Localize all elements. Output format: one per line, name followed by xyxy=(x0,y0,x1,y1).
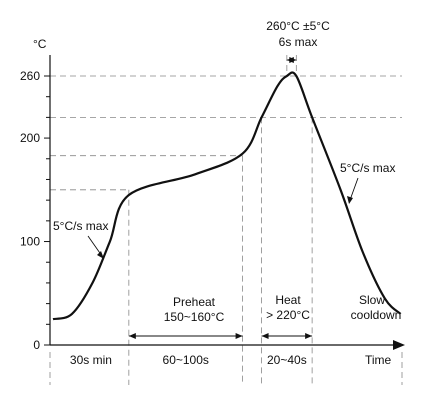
heat-threshold-label: > 220°C xyxy=(266,308,310,322)
peak-duration-arrow xyxy=(286,57,297,63)
phase-duration-label: 20~40s xyxy=(267,353,307,367)
phase-duration-label: 60~100s xyxy=(163,353,209,367)
preheat-range-label: 150~160°C xyxy=(164,310,225,324)
y-axis-unit: °C xyxy=(33,37,47,51)
heat-duration-arrow xyxy=(261,333,313,339)
preheat-duration-arrow xyxy=(128,333,243,339)
ramp-up-label: 5°C/s max xyxy=(53,219,108,233)
phase-duration-label: 30s min xyxy=(70,353,112,367)
preheat-label: Preheat xyxy=(173,295,216,309)
peak-time-label: 6s max xyxy=(279,35,318,49)
temperature-curve xyxy=(52,71,402,321)
ramp-down-pointer xyxy=(347,177,359,204)
peak-temp-label: 260°C ±5°C xyxy=(266,19,330,33)
heat-label: Heat xyxy=(275,293,301,307)
y-tick-label: 260 xyxy=(20,69,40,83)
reference-guides xyxy=(49,55,403,385)
x-axis-arrowhead xyxy=(393,340,405,350)
ramp-up-pointer xyxy=(87,235,104,259)
cooldown-label: cooldown xyxy=(351,308,402,322)
phase-brackets: 30s min 60~100s 20~40s xyxy=(70,57,313,367)
axes: 0 100 200 260 xyxy=(20,55,405,352)
y-tick-label: 200 xyxy=(20,131,40,145)
y-tick-label: 100 xyxy=(20,235,40,249)
ramp-down-label: 5°C/s max xyxy=(340,161,395,175)
y-tick-label: 0 xyxy=(33,338,40,352)
slow-label: Slow xyxy=(359,293,385,307)
x-axis-label: Time xyxy=(365,353,392,367)
labels: °C Time 260°C ±5°C 6s max 5°C/s max 5°C/… xyxy=(33,19,401,367)
y-ticks: 0 100 200 260 xyxy=(20,69,50,352)
